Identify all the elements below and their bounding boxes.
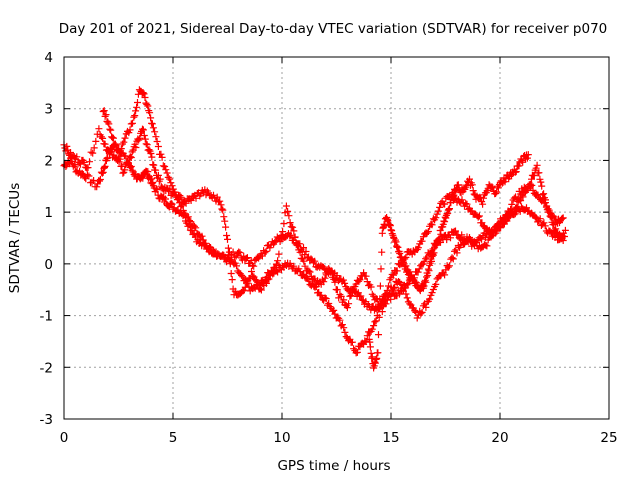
y-axis-label: SDTVAR / TECUs: [7, 183, 23, 293]
series-points: [99, 107, 567, 322]
x-tick-label: 5: [169, 430, 178, 446]
series-points: [365, 151, 532, 372]
x-tick-label: 0: [60, 430, 69, 446]
y-tick-label: 3: [44, 102, 53, 118]
x-tick-labels: 0 5 10 15 20 25: [60, 430, 618, 446]
plot-frame: [63, 56, 610, 420]
y-tick-label: 2: [44, 153, 53, 169]
x-tick-label: 15: [382, 430, 399, 446]
y-tick-label: -1: [40, 309, 53, 325]
plus-markers: [365, 151, 532, 372]
x-axis-label: GPS time / hours: [277, 458, 390, 474]
x-tick-label: 20: [491, 430, 508, 446]
y-tick-label: 0: [44, 257, 53, 273]
x-tick-label: 25: [600, 430, 617, 446]
plus-markers: [99, 107, 567, 322]
tick-marks: [63, 56, 610, 420]
data-points: [60, 86, 569, 372]
plus-markers: [60, 140, 567, 357]
y-tick-label: 1: [44, 205, 53, 221]
y-tick-label: -2: [40, 360, 53, 376]
y-tick-label: -3: [40, 412, 53, 428]
series-points: [60, 140, 567, 357]
x-tick-label: 10: [273, 430, 290, 446]
chart-title: Day 201 of 2021, Sidereal Day-to-day VTE…: [59, 21, 608, 37]
grid: [64, 57, 609, 419]
y-tick-label: 4: [44, 50, 53, 66]
y-tick-labels: -3 -2 -1 0 1 2 3 4: [40, 50, 53, 428]
